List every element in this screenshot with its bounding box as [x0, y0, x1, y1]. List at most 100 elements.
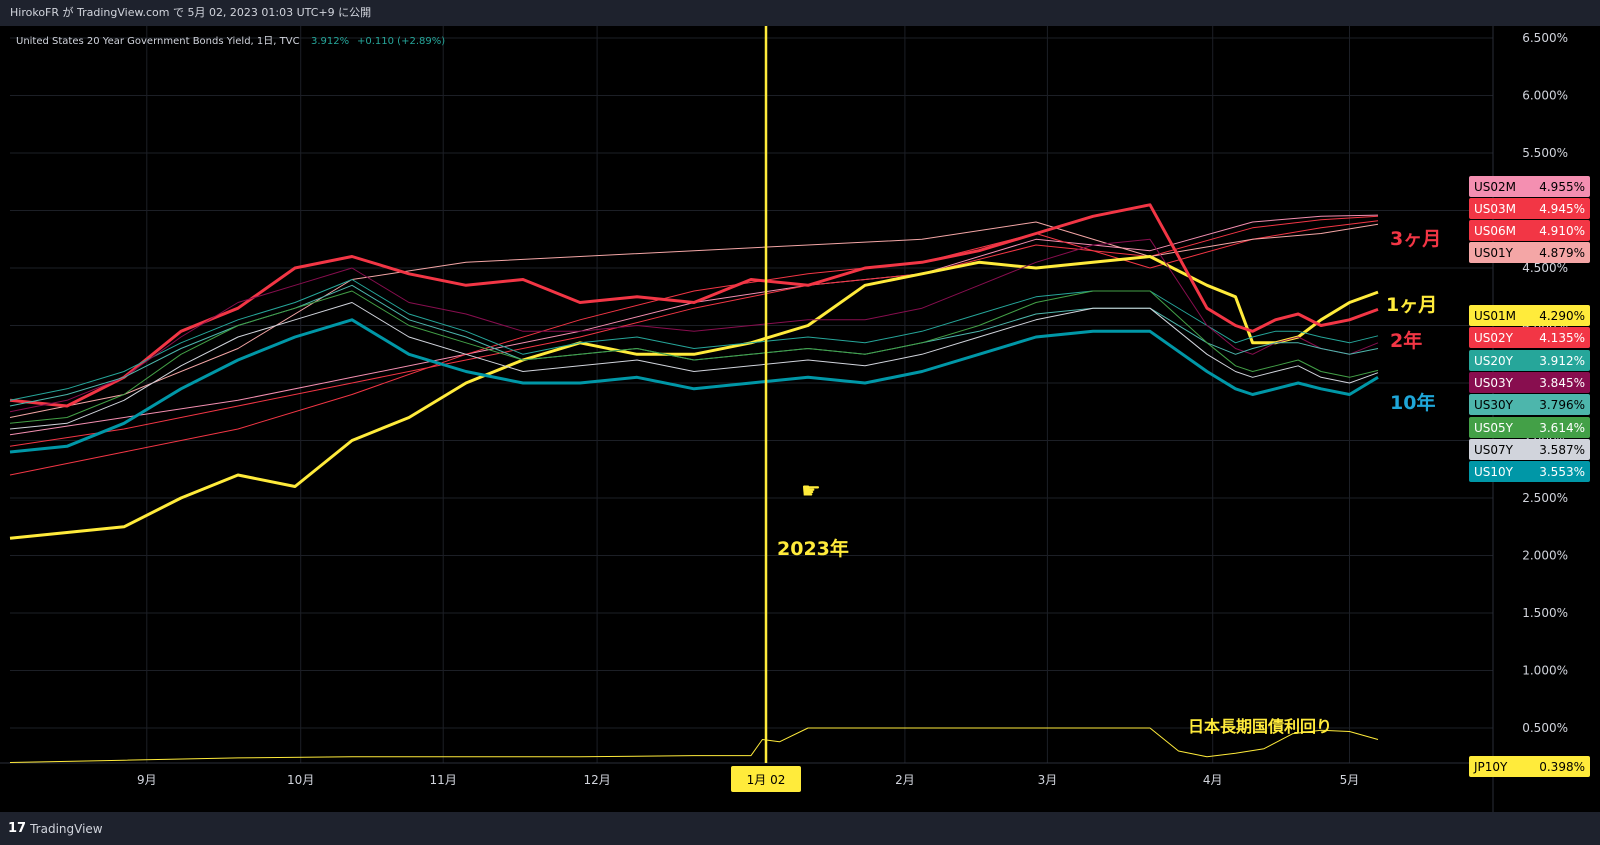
yield-series — [9, 203, 1379, 763]
price-label-bg — [1469, 198, 1590, 219]
price-label-symbol: US20Y — [1474, 354, 1514, 368]
y-tick-label: 5.500% — [1522, 146, 1568, 160]
price-label-value: 4.879% — [1539, 246, 1585, 260]
price-label-us01m: US01M 4.290% — [1469, 305, 1590, 326]
price-label-bg — [1469, 417, 1590, 438]
price-label-bg — [1469, 461, 1590, 482]
price-label-bg — [1469, 176, 1590, 197]
series-price-labels: US02M 4.955% US03M 4.945% US06M 4.910% US01Y 4.… — [1469, 176, 1590, 777]
price-label-bg — [1469, 394, 1590, 415]
price-label-value: 3.845% — [1539, 376, 1585, 390]
price-label-symbol: US10Y — [1474, 465, 1514, 479]
series-line-us03m — [9, 215, 1379, 447]
price-label-symbol: US30Y — [1474, 398, 1514, 412]
publish-info-bar: HirokoFR が TradingView.com で 5月 02, 2023… — [0, 0, 1600, 26]
price-label-bg — [1469, 220, 1590, 241]
annotation-text: 1ヶ月 — [1386, 294, 1437, 316]
price-label-value: 0.398% — [1539, 760, 1585, 774]
x-tick-label: 11月 — [430, 773, 457, 787]
legend-value: 3.912% — [311, 36, 349, 47]
price-label-symbol: US02M — [1474, 180, 1516, 194]
chart-area[interactable]: 0.500%1.000%1.500%2.000%2.500%3.000%3.50… — [0, 26, 1600, 812]
price-label-value: 4.290% — [1539, 309, 1585, 323]
crosshair-date-badge — [731, 766, 801, 792]
price-label-us05y: US05Y 3.614% — [1469, 417, 1590, 438]
y-tick-label: 1.000% — [1522, 664, 1568, 678]
price-label-symbol: US01M — [1474, 309, 1516, 323]
price-label-symbol: JP10Y — [1473, 760, 1508, 774]
price-label-bg — [1469, 327, 1590, 348]
y-tick-label: 2.000% — [1522, 549, 1568, 563]
series-line-us01y — [9, 221, 1379, 418]
price-label-us03m: US03M 4.945% — [1469, 198, 1590, 219]
y-tick-label: 6.500% — [1522, 31, 1568, 45]
x-tick-label: 4月 — [1203, 773, 1223, 787]
footer-bar: 𝟭𝟳 TradingView — [0, 812, 1600, 845]
annotation-text: 10年 — [1390, 391, 1435, 414]
price-label-us03y: US03Y 3.845% — [1469, 372, 1590, 393]
price-label-symbol: US06M — [1474, 224, 1516, 238]
yield-curve-chart[interactable]: 0.500%1.000%1.500%2.000%2.500%3.000%3.50… — [0, 26, 1600, 812]
price-label-symbol: US02Y — [1474, 331, 1514, 345]
price-label-bg — [1469, 372, 1590, 393]
y-tick-label: 6.000% — [1522, 89, 1568, 103]
tradingview-logo-text: TradingView — [30, 821, 103, 836]
series-line-us05y — [9, 290, 1379, 424]
publish-info-text: HirokoFR が TradingView.com で 5月 02, 2023… — [10, 6, 372, 19]
price-label-us07y: US07Y 3.587% — [1469, 439, 1590, 460]
annotation-text: 日本長期国債利回り — [1188, 717, 1332, 736]
annotation-text: 2年 — [1390, 329, 1422, 352]
series-line-us07y — [9, 302, 1379, 430]
price-label-value: 4.135% — [1539, 331, 1585, 345]
price-label-us01y: US01Y 4.879% — [1469, 242, 1590, 263]
price-label-symbol: US05Y — [1474, 421, 1514, 435]
grid-lines — [10, 26, 1493, 763]
y-tick-label: 1.500% — [1522, 606, 1568, 620]
series-line-us02y — [9, 203, 1379, 408]
series-line-us10y — [9, 318, 1379, 454]
price-label-bg — [1469, 439, 1590, 460]
price-label-symbol: US03M — [1474, 202, 1516, 216]
x-tick-label: 9月 — [137, 773, 157, 787]
pointing-hand-icon: ☛ — [801, 479, 821, 504]
price-label-symbol: US03Y — [1474, 376, 1514, 390]
price-label-us20y: US20Y 3.912% — [1469, 350, 1590, 371]
legend-title: United States 20 Year Government Bonds Y… — [16, 36, 300, 47]
price-label-us06m: US06M 4.910% — [1469, 220, 1590, 241]
series-line-us06m — [9, 220, 1379, 476]
series-line-us20y — [9, 279, 1379, 401]
annotation-text: 2023年 — [777, 537, 849, 560]
series-line-us03y — [9, 238, 1379, 413]
price-label-us02m: US02M 4.955% — [1469, 176, 1590, 197]
price-label-value: 4.955% — [1539, 180, 1585, 194]
price-label-value: 4.945% — [1539, 202, 1585, 216]
x-tick-label: 12月 — [583, 773, 610, 787]
price-label-bg — [1469, 305, 1590, 326]
price-label-bg — [1469, 242, 1590, 263]
price-label-symbol: US01Y — [1474, 246, 1514, 260]
y-tick-label: 2.500% — [1522, 491, 1568, 505]
price-label-us30y: US30Y 3.796% — [1469, 394, 1590, 415]
series-line-jp10y — [9, 727, 1379, 763]
price-label-us02y: US02Y 4.135% — [1469, 327, 1590, 348]
series-line-us01m — [9, 255, 1379, 540]
price-label-bg — [1469, 350, 1590, 371]
price-label-value: 3.796% — [1539, 398, 1585, 412]
time-axis[interactable]: 9月 10月 11月 12月 2月 3月 4月 5月 — [137, 773, 1359, 787]
series-line-us02m — [9, 214, 1379, 436]
price-label-value: 4.910% — [1539, 224, 1585, 238]
price-label-value: 3.614% — [1539, 421, 1585, 435]
price-label-value: 3.553% — [1539, 465, 1585, 479]
tradingview-logo[interactable]: 𝟭𝟳 TradingView — [8, 821, 103, 836]
price-label-jp10y: JP10Y 0.398% — [1469, 756, 1590, 777]
price-label-symbol: US07Y — [1474, 443, 1514, 457]
crosshair-date-label: 1月 02 — [747, 773, 786, 787]
price-label-us10y: US10Y 3.553% — [1469, 461, 1590, 482]
y-tick-label: 0.500% — [1522, 721, 1568, 735]
x-tick-label: 2月 — [895, 773, 915, 787]
annotation-text: 3ヶ月 — [1390, 228, 1441, 250]
x-tick-label: 5月 — [1340, 773, 1360, 787]
legend-change: +0.110 (+2.89%) — [357, 36, 445, 47]
x-tick-label: 10月 — [287, 773, 314, 787]
